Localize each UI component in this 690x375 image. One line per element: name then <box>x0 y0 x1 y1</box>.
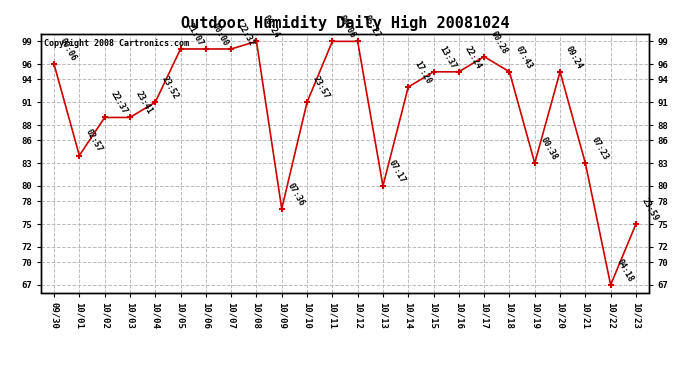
Text: 00:00: 00:00 <box>210 21 230 48</box>
Text: 00:24: 00:24 <box>261 14 281 40</box>
Text: 23:52: 23:52 <box>159 75 179 101</box>
Text: 23:41: 23:41 <box>134 90 155 116</box>
Text: 22:32: 22:32 <box>235 21 255 48</box>
Text: 08:06: 08:06 <box>337 14 357 40</box>
Text: 00:06: 00:06 <box>58 37 79 63</box>
Text: 00:38: 00:38 <box>539 136 559 162</box>
Text: 07:17: 07:17 <box>387 158 407 184</box>
Text: 22:37: 22:37 <box>109 90 129 116</box>
Text: 17:20: 17:20 <box>413 60 433 86</box>
Text: 05:27: 05:27 <box>362 14 382 40</box>
Text: 04:18: 04:18 <box>615 257 635 284</box>
Text: 23:57: 23:57 <box>311 75 331 101</box>
Text: 07:36: 07:36 <box>286 181 306 207</box>
Text: 21:07: 21:07 <box>185 21 205 48</box>
Text: 02:57: 02:57 <box>83 128 104 154</box>
Text: 22:24: 22:24 <box>463 44 483 70</box>
Text: 09:24: 09:24 <box>564 44 584 70</box>
Text: 13:37: 13:37 <box>437 44 458 70</box>
Title: Outdoor Humidity Daily High 20081024: Outdoor Humidity Daily High 20081024 <box>181 15 509 31</box>
Text: 00:28: 00:28 <box>489 29 509 55</box>
Text: 23:59: 23:59 <box>640 196 660 223</box>
Text: 07:43: 07:43 <box>513 44 534 70</box>
Text: 07:23: 07:23 <box>589 136 610 162</box>
Text: Copyright 2008 Cartronics.com: Copyright 2008 Cartronics.com <box>44 39 190 48</box>
